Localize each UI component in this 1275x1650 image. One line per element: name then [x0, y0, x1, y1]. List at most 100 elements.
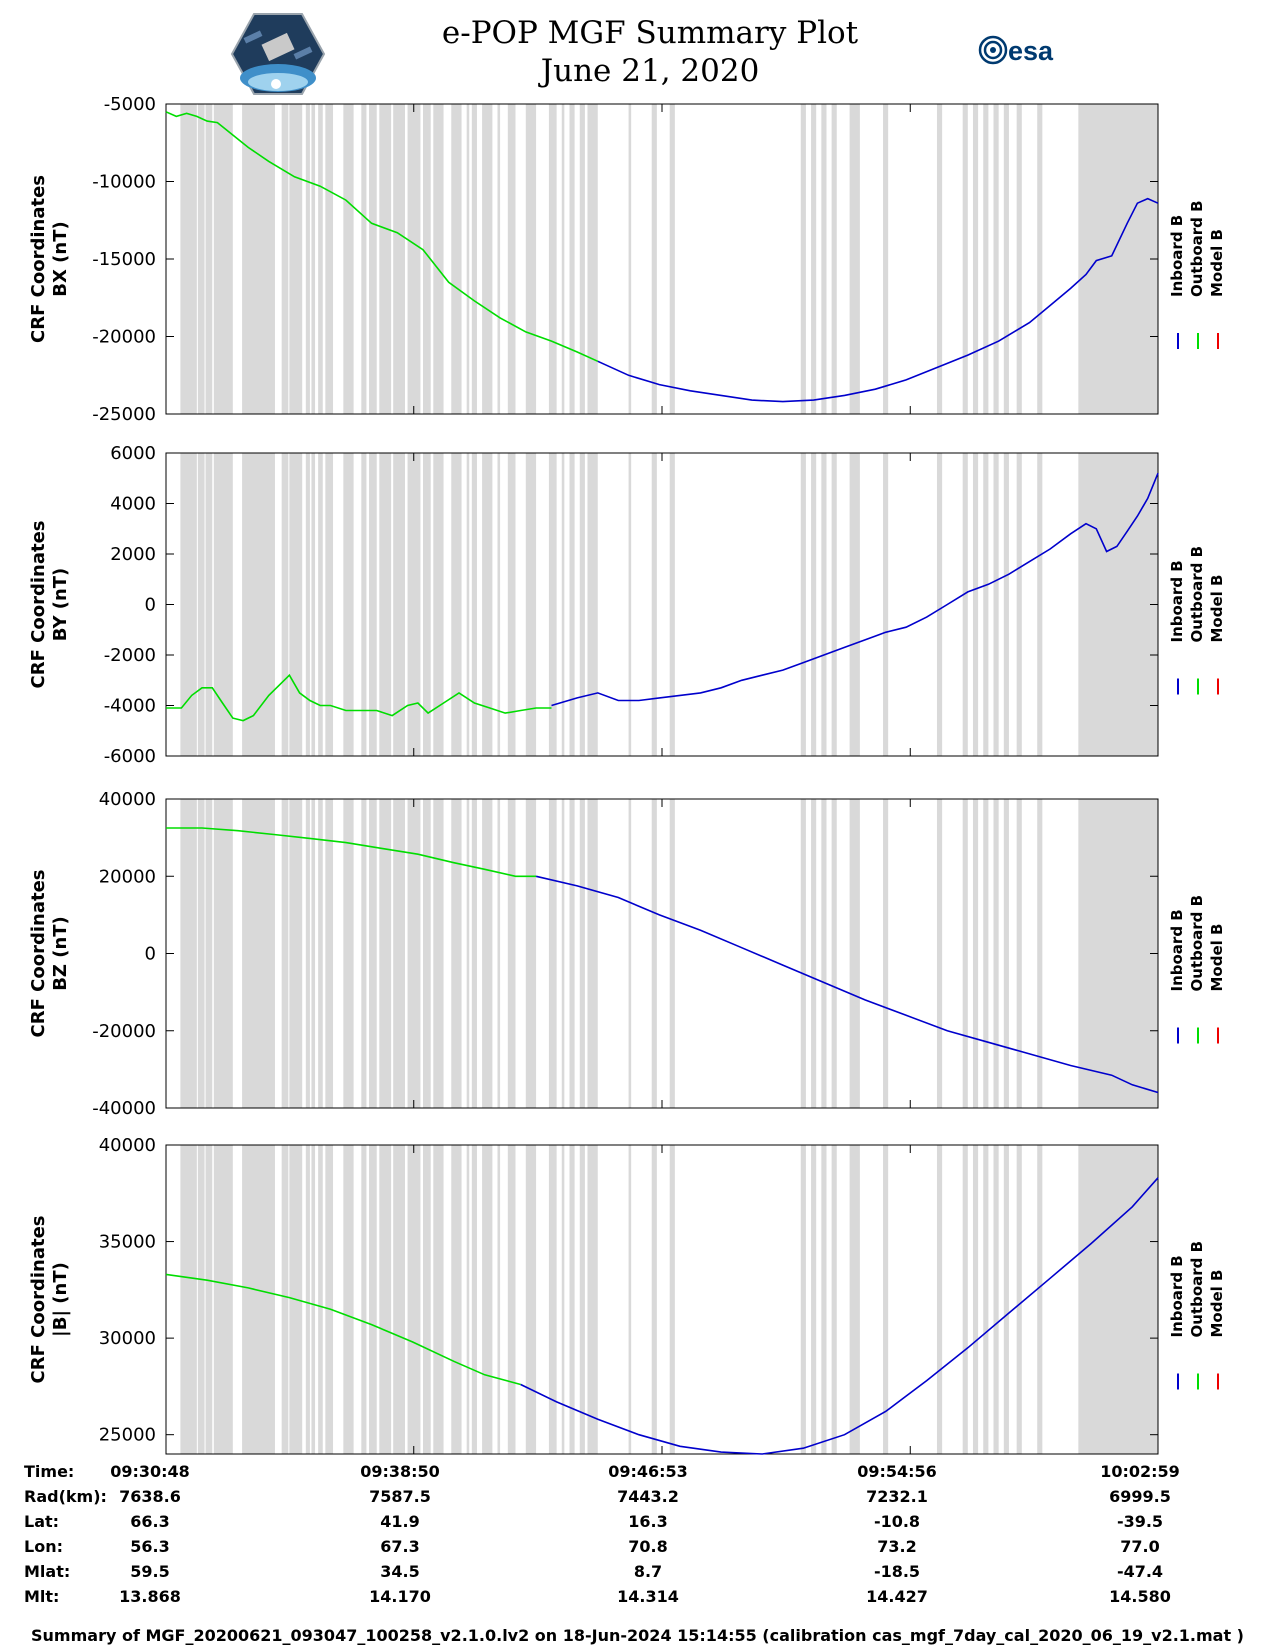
data-gap-band	[507, 453, 516, 756]
data-gap-band	[569, 1145, 575, 1454]
data-gap-band	[936, 104, 943, 414]
info-cell: 13.868	[119, 1587, 181, 1606]
data-gap-band	[1016, 799, 1022, 1108]
data-gap-band	[936, 453, 943, 756]
info-cell: 7587.5	[369, 1487, 431, 1506]
data-gap-band	[466, 799, 470, 1108]
data-gap-band	[361, 1145, 367, 1454]
data-gap-band	[407, 104, 421, 414]
data-gap-band	[883, 1145, 889, 1454]
data-gap-band	[369, 453, 377, 756]
data-gap-band	[407, 1145, 421, 1454]
data-gap-band	[325, 1145, 334, 1454]
data-gap-band	[497, 453, 501, 756]
legend-label: Outboard B	[1188, 546, 1206, 643]
legend-label: Model B	[1208, 575, 1226, 643]
legend-label: Outboard B	[1188, 895, 1206, 992]
data-gap-band	[983, 799, 989, 1108]
legend-label: Inboard B	[1168, 560, 1186, 642]
info-row-label: Mlt:	[24, 1587, 60, 1606]
data-gap-band	[669, 104, 675, 414]
data-gap-band	[471, 104, 477, 414]
data-gap-band	[525, 453, 537, 756]
data-gap-band	[561, 104, 565, 414]
legend-label: Outboard B	[1188, 1241, 1206, 1338]
data-gap-band	[883, 104, 889, 414]
data-gap-band	[507, 104, 516, 414]
data-gap-band	[289, 453, 303, 756]
data-gap-band	[407, 453, 421, 756]
info-row: Lat: 66.3 41.9 16.3 -10.8 -39.5	[0, 1512, 1275, 1536]
data-gap-band	[1078, 104, 1158, 414]
data-gap-band	[393, 453, 406, 756]
data-gap-band	[205, 1145, 213, 1454]
y-tick-label: -6000	[104, 746, 156, 767]
legend-label: Inboard B	[1168, 909, 1186, 991]
data-gap-band	[936, 799, 943, 1108]
data-gap-band	[993, 453, 999, 756]
data-gap-band	[831, 453, 837, 756]
legend-label: Model B	[1208, 1270, 1226, 1338]
data-gap-band	[962, 104, 968, 414]
data-gap-band	[669, 799, 675, 1108]
info-cell: -18.5	[873, 1562, 921, 1581]
data-gap-band	[451, 104, 462, 414]
data-gap-band	[242, 1145, 275, 1454]
info-row-label: Lon:	[24, 1537, 63, 1556]
info-cell: 77.0	[1120, 1537, 1160, 1556]
data-gap-band	[379, 1145, 392, 1454]
y-tick-label: -5000	[104, 94, 156, 115]
data-gap-band	[325, 799, 334, 1108]
info-row-label: Mlat:	[24, 1562, 71, 1581]
title-line-2: June 21, 2020	[540, 53, 760, 89]
data-gap-band	[587, 799, 598, 1108]
data-gap-band	[343, 453, 354, 756]
info-cell: 66.3	[130, 1512, 170, 1531]
data-gap-band	[821, 104, 827, 414]
data-gap-band	[422, 799, 431, 1108]
data-gap-band	[379, 104, 392, 414]
data-gap-band	[811, 453, 817, 756]
data-gap-band	[311, 799, 316, 1108]
data-gap-band	[962, 453, 968, 756]
series-line-outboard-b	[166, 827, 537, 878]
data-gap-band	[651, 104, 657, 414]
data-gap-band	[821, 453, 827, 756]
data-gap-band	[343, 799, 354, 1108]
data-gap-band	[369, 799, 377, 1108]
info-cell: -10.8	[873, 1512, 921, 1531]
data-gap-band	[471, 453, 477, 756]
data-gap-band	[561, 453, 565, 756]
data-gap-band	[305, 799, 310, 1108]
data-gap-band	[213, 799, 233, 1108]
series-line-outboard-b	[165, 1273, 521, 1386]
info-cell: 09:54:56	[857, 1462, 937, 1481]
data-gap-band	[311, 453, 316, 756]
legend-label: Outboard B	[1188, 200, 1206, 297]
y-tick-label: -4000	[104, 696, 156, 717]
data-gap-band	[883, 453, 889, 756]
data-gap-band	[1037, 1145, 1043, 1454]
data-gap-band	[205, 453, 213, 756]
y-axis-label-line-1: CRF Coordinates	[28, 175, 49, 343]
title-line-1: e-POP MGF Summary Plot	[441, 15, 859, 51]
data-gap-band	[800, 453, 806, 756]
data-gap-band	[482, 453, 493, 756]
data-gap-band	[962, 1145, 968, 1454]
data-gap-band	[628, 799, 632, 1108]
data-gap-band	[393, 1145, 406, 1454]
data-gap-band	[180, 453, 197, 756]
data-gap-band	[669, 1145, 675, 1454]
data-gap-band	[936, 1145, 943, 1454]
data-gap-band	[972, 104, 979, 414]
data-gap-band	[197, 799, 205, 1108]
info-cell: 6999.5	[1109, 1487, 1171, 1506]
data-gap-band	[361, 453, 367, 756]
data-gap-band	[379, 799, 392, 1108]
info-cell: 7638.6	[119, 1487, 181, 1506]
data-gap-band	[525, 799, 537, 1108]
info-row: Lon: 56.3 67.3 70.8 73.2 77.0	[0, 1537, 1275, 1561]
data-gap-band	[1003, 799, 1009, 1108]
data-gap-band	[482, 104, 493, 414]
